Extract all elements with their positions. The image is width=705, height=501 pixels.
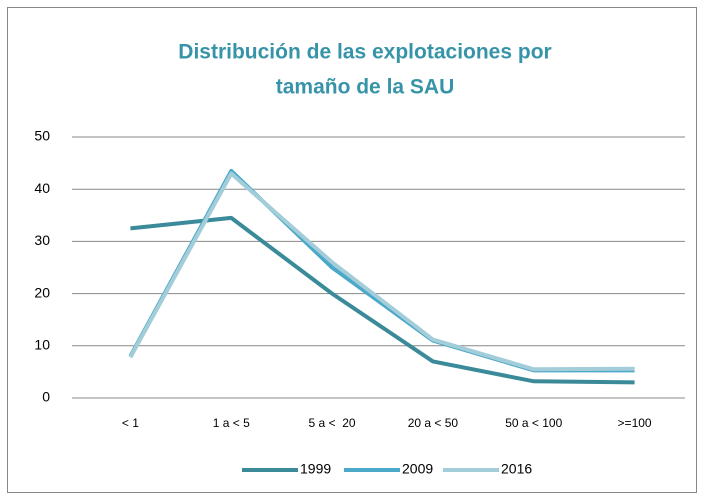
x-tick-label: >=100 bbox=[618, 416, 652, 430]
y-tick-label: 20 bbox=[34, 284, 50, 300]
y-tick-label: 0 bbox=[42, 389, 50, 405]
series-line bbox=[128, 171, 635, 372]
chart-border bbox=[7, 7, 697, 493]
x-tick-label: 20 a < 50 bbox=[408, 416, 459, 430]
y-tick-label: 30 bbox=[34, 232, 50, 248]
y-tick-label: 40 bbox=[34, 180, 50, 196]
x-tick-label: 5 a < 20 bbox=[309, 416, 356, 430]
series-line bbox=[130, 215, 635, 385]
x-tick-label: 1 a < 5 bbox=[213, 416, 250, 430]
x-tick-label: 50 a < 100 bbox=[505, 416, 562, 430]
x-tick-label: < 1 bbox=[122, 416, 139, 430]
legend-label: 1999 bbox=[300, 461, 331, 477]
chart-title-line1: Distribución de las explotaciones por bbox=[178, 41, 551, 64]
legend-label: 2016 bbox=[501, 461, 532, 477]
y-tick-label: 50 bbox=[34, 128, 50, 144]
y-tick-label: 10 bbox=[34, 337, 50, 353]
legend-label: 2009 bbox=[402, 461, 433, 477]
chart-title-line2: tamaño de la SAU bbox=[276, 76, 455, 99]
